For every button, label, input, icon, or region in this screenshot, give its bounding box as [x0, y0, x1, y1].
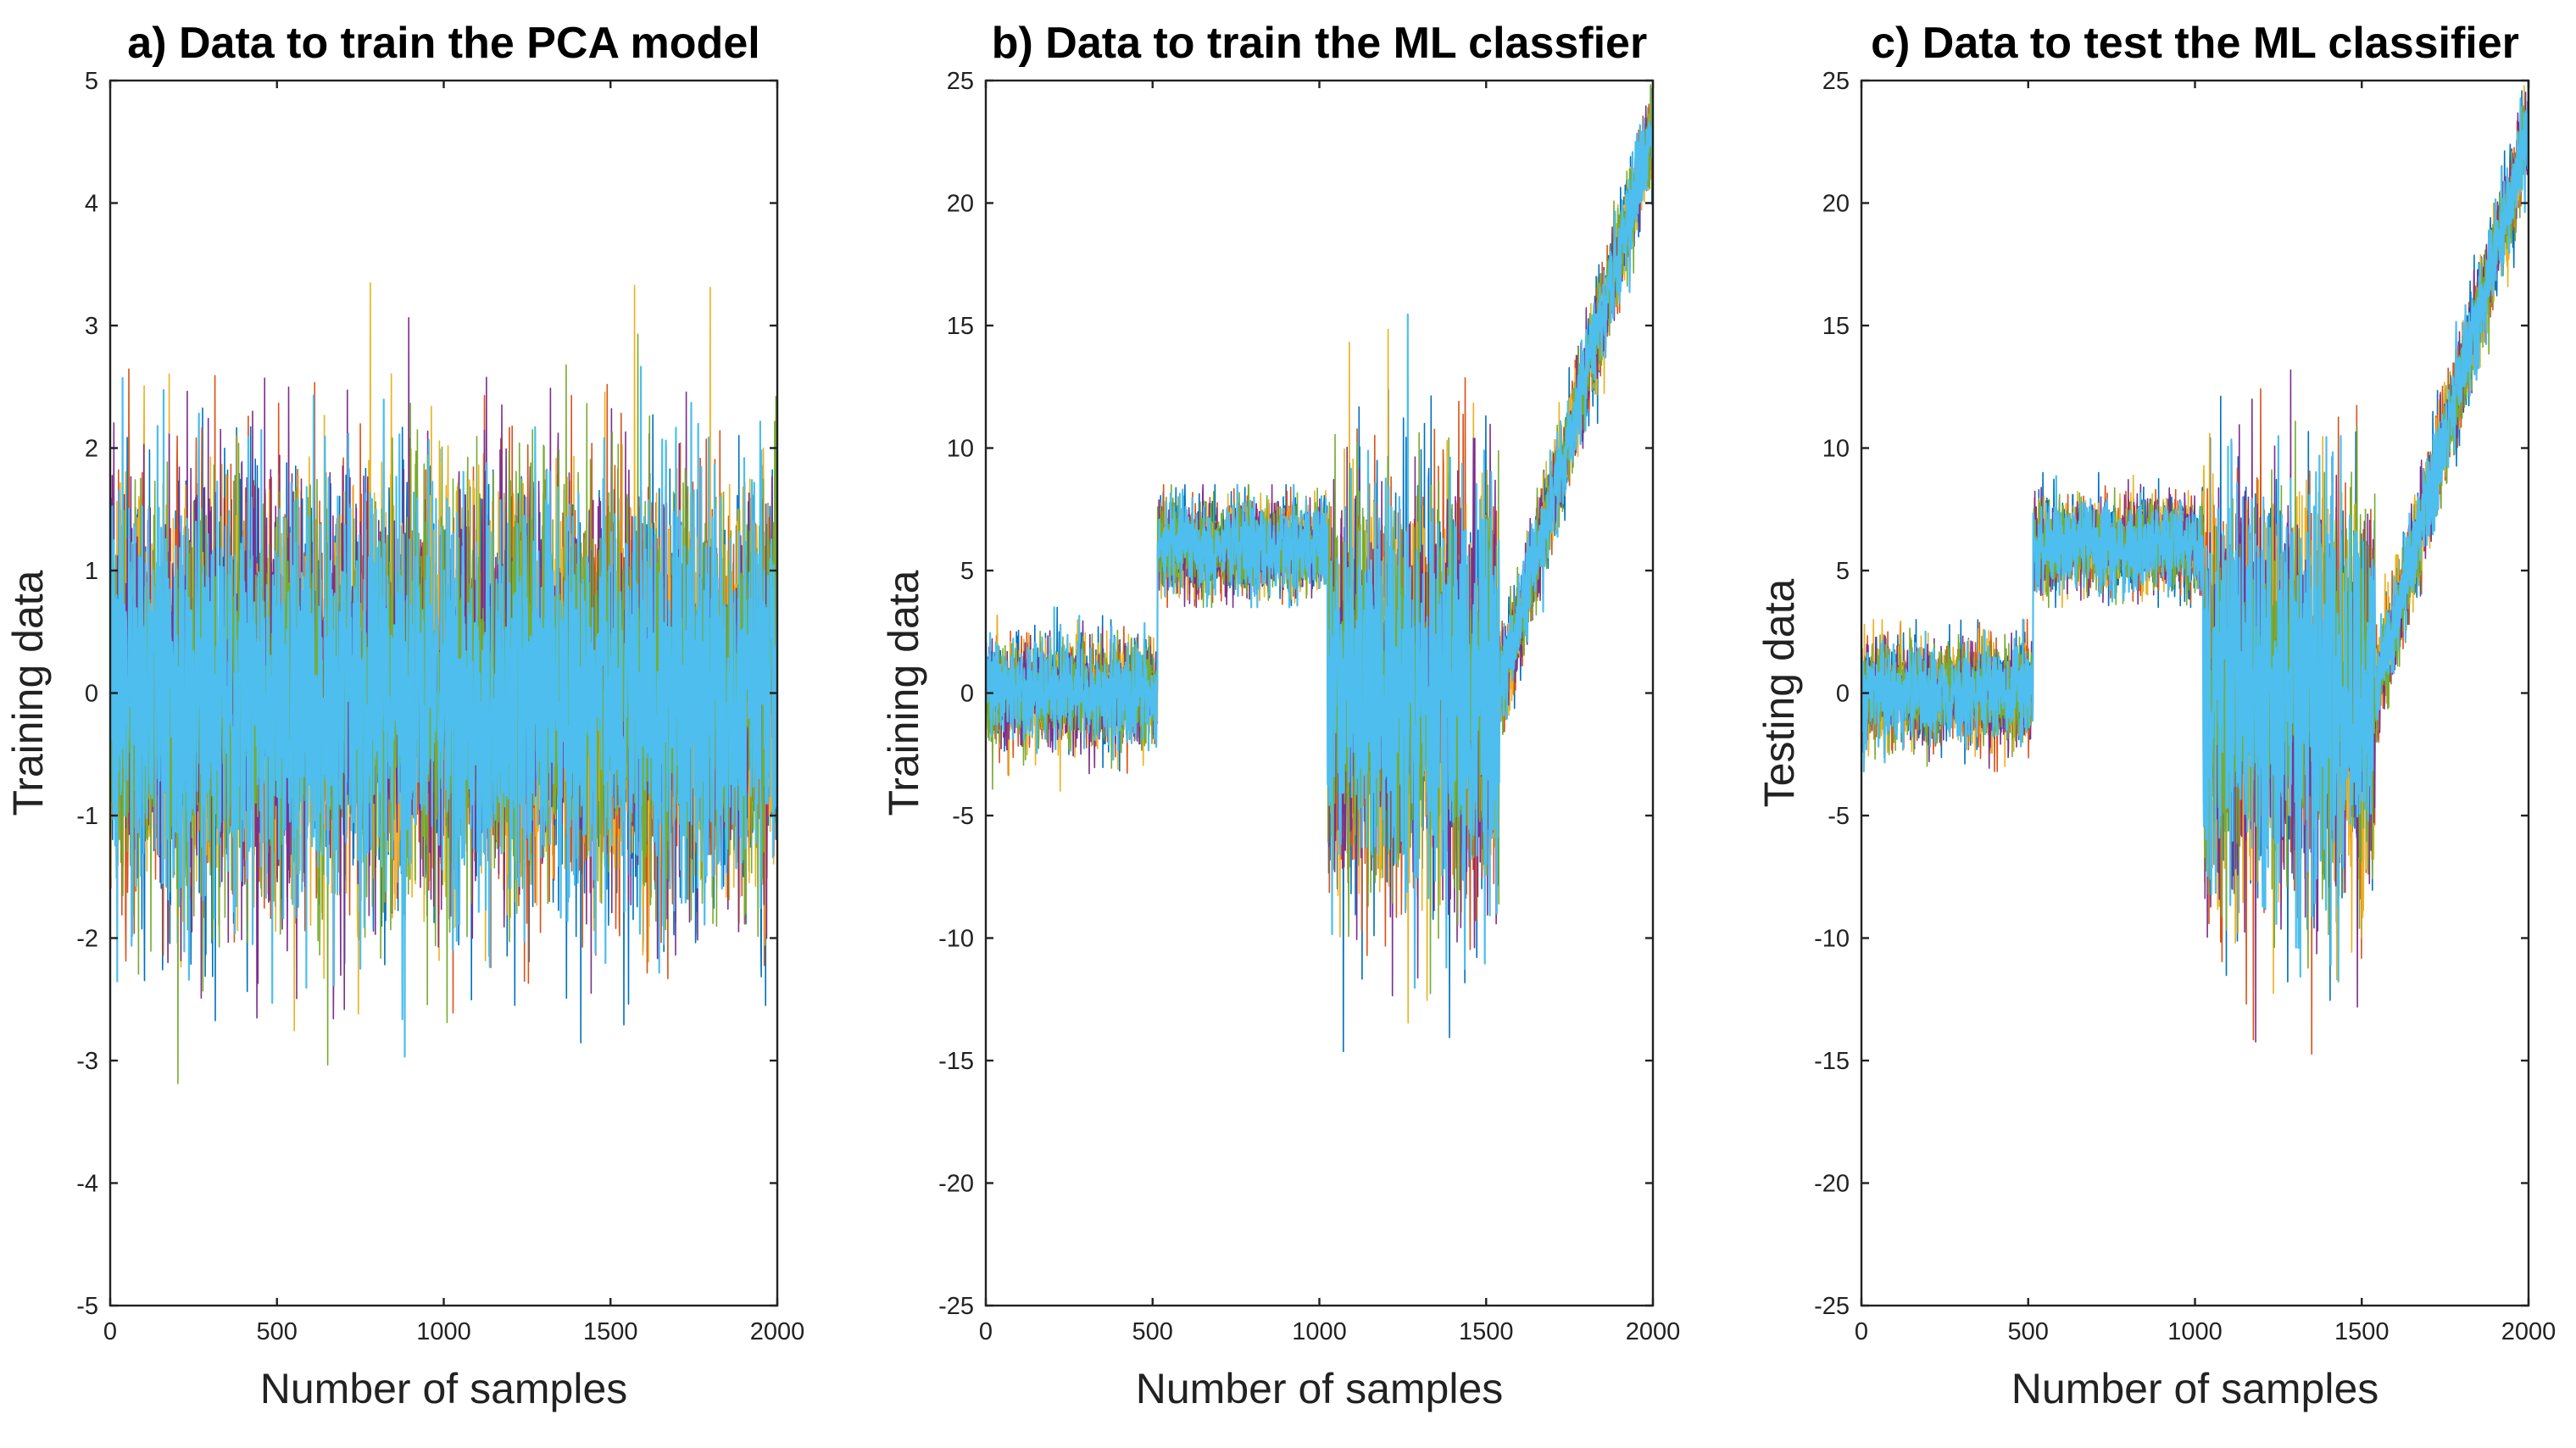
y-tick-label-b: -25 [938, 1293, 974, 1320]
y-tick-label-c: 0 [1836, 681, 1850, 708]
series-line-c-6 [1861, 81, 2529, 983]
x-tick-label-a: 2000 [750, 1318, 805, 1345]
series-line-a-6 [110, 365, 777, 1058]
y-tick-label-b: -20 [938, 1171, 974, 1198]
panel-b: 0 500 1000 1500 2000 -25 -20 -15 -10 -5 0 5 10 15 20 25… [880, 19, 1680, 1412]
x-tick-label-b: 1500 [1459, 1318, 1514, 1345]
y-axis-label-a: Training data [4, 570, 52, 816]
x-axis-label-b: Number of samples [1136, 1365, 1504, 1412]
y-tick-label-a: 0 [85, 681, 98, 708]
ticks-a: 0 500 1000 1500 2000 -5 -4 -3 -2 -1 0 1 2 3 4 5 [76, 68, 804, 1345]
y-tick-label-c: 5 [1836, 558, 1850, 585]
chart-title-a: a) Data to train the PCA model [127, 19, 759, 68]
x-tick-label-a: 0 [103, 1318, 117, 1345]
y-tick-label-c: -10 [1814, 926, 1850, 953]
x-tick-label-c: 1500 [2334, 1318, 2390, 1345]
y-tick-label-b: -15 [938, 1048, 974, 1075]
y-tick-label-a: 1 [85, 558, 98, 585]
x-tick-label-a: 1500 [583, 1318, 638, 1345]
x-axis-label-c: Number of samples [2011, 1365, 2379, 1412]
y-tick-label-a: -4 [76, 1171, 98, 1198]
y-tick-label-a: 5 [85, 68, 98, 95]
ticks-c: 0 500 1000 1500 2000 -25 -20 -15 -10 -5 0 5 10 15 20 25 [1814, 68, 2556, 1345]
y-tick-label-b: 10 [947, 436, 974, 463]
y-tick-label-c: 25 [1822, 68, 1850, 95]
y-tick-label-a: 4 [85, 191, 98, 218]
x-tick-label-c: 2000 [2501, 1318, 2557, 1345]
x-tick-label-b: 1000 [1292, 1318, 1347, 1345]
x-tick-label-c: 500 [2008, 1318, 2049, 1345]
y-tick-label-b: 0 [960, 681, 974, 708]
y-tick-label-c: 15 [1822, 313, 1850, 340]
series-line-b-6 [986, 84, 1653, 989]
y-tick-label-b: -5 [952, 803, 974, 830]
y-tick-label-a: -2 [76, 926, 98, 953]
series-lines-c [1861, 81, 2529, 1055]
y-tick-label-c: 10 [1822, 436, 1850, 463]
x-tick-label-c: 1000 [2167, 1318, 2223, 1345]
y-tick-label-a: 2 [85, 436, 98, 463]
y-axis-label-c: Testing data [1755, 578, 1803, 807]
y-tick-label-a: 3 [85, 313, 98, 340]
y-tick-label-c: -5 [1828, 803, 1850, 830]
y-tick-label-b: 15 [947, 313, 974, 340]
y-axis-label-b: Training data [880, 570, 927, 816]
y-tick-label-b: 20 [947, 191, 974, 218]
x-tick-label-c: 0 [1855, 1318, 1868, 1345]
panel-a: 0 500 1000 1500 2000 -5 -4 -3 -2 -1 0 1 2 3 4 5 a) Data… [4, 19, 804, 1412]
ticks-b: 0 500 1000 1500 2000 -25 -20 -15 -10 -5 0 5 10 15 20 25 [938, 68, 1680, 1345]
y-tick-label-c: -20 [1814, 1171, 1850, 1198]
chart-title-c: c) Data to test the ML classifier [1871, 19, 2519, 68]
panel-c: 0 500 1000 1500 2000 -25 -20 -15 -10 -5 0 5 10 15 20 25… [1755, 19, 2556, 1412]
chart-title-b: b) Data to train the ML classfier [992, 19, 1647, 68]
x-axis-label-a: Number of samples [260, 1365, 628, 1412]
y-tick-label-c: -15 [1814, 1048, 1850, 1075]
y-tick-label-c: -25 [1814, 1293, 1850, 1320]
x-tick-label-b: 2000 [1626, 1318, 1681, 1345]
series-lines-a [110, 281, 777, 1084]
x-tick-label-b: 500 [1132, 1318, 1173, 1345]
series-lines-b [986, 84, 1653, 1053]
x-tick-label-b: 0 [979, 1318, 993, 1345]
y-tick-label-b: 5 [960, 558, 974, 585]
y-tick-label-b: 25 [947, 68, 974, 95]
x-tick-label-a: 500 [257, 1318, 298, 1345]
y-tick-label-c: 20 [1822, 191, 1850, 218]
x-tick-label-a: 1000 [416, 1318, 471, 1345]
y-tick-label-a: -5 [76, 1293, 98, 1320]
y-tick-label-a: -1 [76, 803, 98, 830]
y-tick-label-a: -3 [76, 1048, 98, 1075]
y-tick-label-b: -10 [938, 926, 974, 953]
